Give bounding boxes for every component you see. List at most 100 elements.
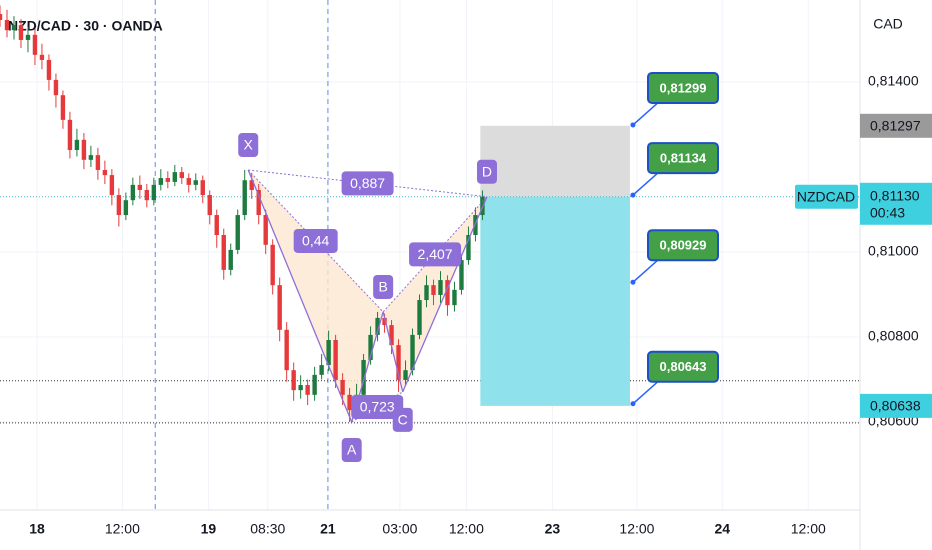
candle-body <box>270 244 275 286</box>
pattern-label-bg <box>341 171 394 196</box>
current-label: 0,81130 <box>870 187 920 203</box>
candle-body <box>214 215 219 236</box>
candle-body <box>67 119 73 151</box>
pattern-label: D <box>482 163 492 179</box>
x-tick-label: 12:00 <box>619 521 654 537</box>
candle-body <box>291 370 296 391</box>
x-tick-label: 24 <box>714 521 730 537</box>
pattern-label: 0,887 <box>350 175 385 191</box>
candle-body <box>228 249 233 270</box>
pattern-label: C <box>398 412 408 428</box>
callout-anchor <box>630 279 636 285</box>
candle-body <box>277 285 282 330</box>
price-badge-label: 0,81297 <box>870 118 921 134</box>
x-tick-label: 23 <box>545 521 561 537</box>
pattern-label: A <box>347 442 357 458</box>
pattern-leg <box>402 196 488 393</box>
x-tick-label: 19 <box>201 521 217 537</box>
pattern-label-bg <box>238 133 259 157</box>
candle-body <box>410 334 415 371</box>
candle-body <box>123 200 129 216</box>
candle-body <box>347 394 352 411</box>
x-tick-label: 12:00 <box>791 521 826 537</box>
y-tick-label: 0,80800 <box>868 328 919 344</box>
x-tick-label: 08:30 <box>250 521 285 537</box>
candle-body <box>186 178 191 185</box>
candle-body <box>333 340 338 380</box>
candle-body <box>396 345 401 380</box>
candle-body <box>431 285 436 295</box>
pattern-label-bg <box>476 159 497 184</box>
y-tick-label: 0,81400 <box>868 73 919 89</box>
callout-anchor <box>630 192 636 198</box>
axis-label: CAD <box>873 16 903 32</box>
pattern-label: B <box>378 279 387 295</box>
candle-body <box>207 195 212 216</box>
candle-body <box>200 180 205 196</box>
candle-body <box>165 178 171 182</box>
callout-box <box>647 229 719 262</box>
price-badge-label: 0,80638 <box>870 398 921 414</box>
pattern-label: X <box>244 137 254 153</box>
candle-body <box>109 175 115 196</box>
pattern-leg <box>247 169 353 423</box>
candle-body <box>95 155 101 170</box>
candle-body <box>305 385 310 395</box>
candle-body <box>375 317 380 335</box>
candle-body <box>466 235 471 261</box>
candle-body <box>284 329 289 371</box>
callout-label: 0,81134 <box>660 151 707 166</box>
pattern-label-bg <box>409 242 462 267</box>
callout-anchor <box>630 401 636 407</box>
x-tick-label: 18 <box>29 521 45 537</box>
candle-body <box>81 139 87 160</box>
x-tick-label: 21 <box>320 521 336 537</box>
candle-body <box>452 289 457 306</box>
candle-body <box>319 365 324 375</box>
symbol-label: NZDCAD <box>797 188 855 204</box>
candle-body <box>326 340 331 366</box>
candle-body <box>382 317 387 326</box>
candle-body <box>25 34 31 40</box>
candle-body <box>53 79 59 96</box>
candle-body <box>459 260 464 290</box>
y-tick-label: 0,81000 <box>868 243 919 259</box>
pattern-leg <box>382 311 404 393</box>
candle-body <box>39 54 45 60</box>
candle-body <box>249 180 254 190</box>
pattern-label-bg <box>351 394 404 419</box>
candle-body <box>424 285 429 301</box>
current-time: 00:43 <box>870 204 905 220</box>
candle-body <box>60 95 66 120</box>
candle-body <box>340 379 345 395</box>
candle-body <box>172 172 177 182</box>
candle-body <box>88 155 94 160</box>
candle-body <box>438 280 443 295</box>
pattern-label-bg <box>392 407 413 432</box>
candle-body <box>130 184 136 201</box>
candle-body <box>46 59 52 80</box>
candle-body <box>116 195 122 216</box>
candle-body <box>137 184 143 190</box>
candle-body <box>193 180 198 185</box>
candle-body <box>403 370 408 380</box>
symbol-badge <box>795 184 858 209</box>
pattern-label: 2,407 <box>418 246 453 262</box>
pattern-label-bg <box>341 438 362 463</box>
callout-pointer <box>632 100 661 126</box>
candle-body <box>263 215 268 245</box>
callout-label: 0,80929 <box>660 238 707 253</box>
target-zone <box>480 196 630 406</box>
candle-body <box>389 325 394 346</box>
candle-body <box>144 189 150 201</box>
candle-body <box>11 25 17 31</box>
candle-body <box>298 385 303 391</box>
candle-body <box>235 215 240 250</box>
pattern-label: 0,723 <box>360 399 395 415</box>
candle-body <box>32 34 38 55</box>
candle-body <box>221 235 226 270</box>
current-badge <box>860 182 932 225</box>
candle-body <box>151 184 157 201</box>
candle-body <box>417 300 422 335</box>
